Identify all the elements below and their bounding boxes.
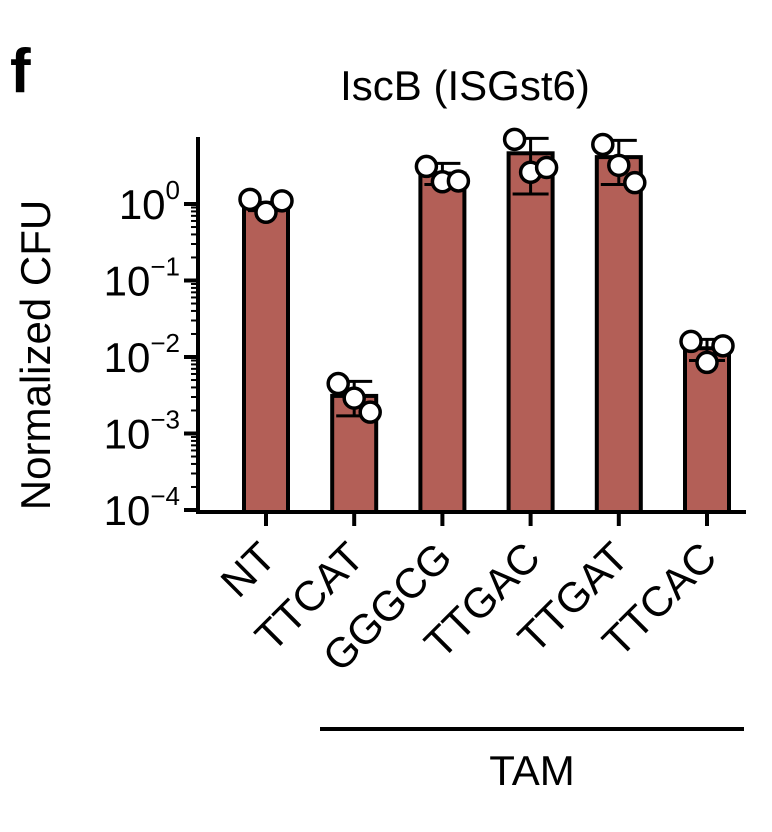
y-tick-label: 100: [119, 175, 180, 228]
x-tick-label: NT: [212, 533, 285, 606]
data-point: [326, 371, 350, 396]
data-point: [679, 329, 703, 354]
bar-nt: [242, 203, 290, 515]
data-point: [534, 155, 559, 180]
bars: [242, 151, 731, 515]
data-point: [358, 400, 382, 424]
data-point: [414, 154, 439, 179]
data-point: [270, 189, 294, 213]
y-tick-label: 10−3: [104, 405, 180, 458]
data-point: [607, 153, 631, 178]
y-tick-label: 10−2: [104, 328, 180, 381]
error-bars: [248, 136, 725, 418]
data-point: [446, 169, 471, 193]
group-label: TAM: [489, 747, 575, 794]
data-points: [238, 127, 735, 424]
data-point: [711, 334, 735, 358]
chart-title: IscB (ISGst6): [340, 62, 590, 109]
data-point: [591, 132, 615, 157]
panel-label: f: [10, 37, 31, 106]
bar-ttgat: [594, 155, 643, 514]
y-tick-label: 10−1: [104, 252, 180, 305]
data-point: [502, 127, 527, 152]
y-ticks: 100 10−1 10−2 10−3 10−4: [104, 175, 198, 534]
data-point: [254, 200, 278, 225]
bar-gggcg: [418, 171, 467, 514]
y-axis-label: Normalized CFU: [12, 200, 59, 510]
data-point: [695, 350, 719, 375]
data-point: [623, 170, 647, 195]
data-point: [238, 187, 262, 212]
data-point: [342, 386, 366, 410]
bar-ttgac: [506, 151, 555, 515]
y-tick-label: 10−4: [104, 481, 180, 534]
